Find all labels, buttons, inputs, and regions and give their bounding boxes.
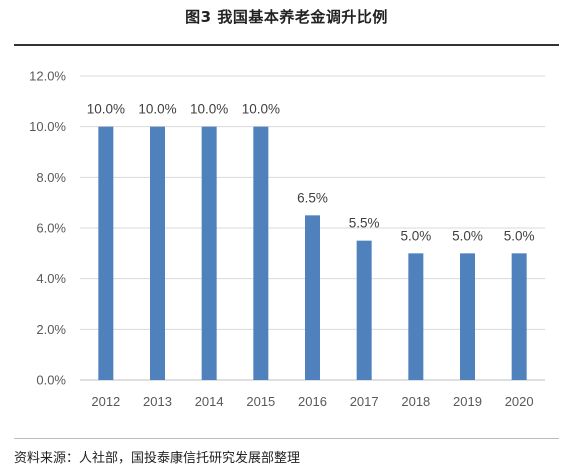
- bar-2013: [150, 126, 165, 381]
- data-label-2020: 5.0%: [504, 228, 535, 243]
- y-tick-label: 2.0%: [36, 322, 66, 337]
- x-tick-label-2018: 2018: [401, 394, 430, 409]
- bar-2014: [201, 126, 217, 381]
- x-tick-label-2016: 2016: [298, 394, 327, 409]
- x-tick-label-2017: 2017: [350, 394, 379, 409]
- y-tick-label: 8.0%: [36, 170, 66, 185]
- x-tick-label-2015: 2015: [246, 394, 275, 409]
- data-label-2017: 5.5%: [349, 216, 380, 231]
- source-divider: [14, 438, 559, 439]
- y-tick-label: 12.0%: [29, 69, 66, 84]
- data-labels: 10.0% 10.0% 10.0% 10.0% 6.5% 5.5% 5.0% 5.0% 5.0%: [87, 102, 535, 244]
- x-tick-label-2014: 2014: [195, 394, 224, 409]
- title-divider: [14, 44, 559, 46]
- bar-2015: [253, 126, 269, 381]
- data-label-2012: 10.0%: [87, 102, 125, 117]
- x-tick-label-2013: 2013: [143, 394, 172, 409]
- x-tick-label-2020: 2020: [505, 394, 534, 409]
- y-tick-label: 10.0%: [29, 119, 66, 134]
- y-tick-label: 6.0%: [36, 221, 66, 236]
- data-label-2019: 5.0%: [452, 228, 483, 243]
- bar-2020: [511, 253, 527, 380]
- data-label-2018: 5.0%: [400, 228, 431, 243]
- bar-2018: [408, 253, 424, 380]
- source-note: 资料来源：人社部，国投泰康信托研究发展部整理: [14, 451, 301, 466]
- data-label-2013: 10.0%: [138, 102, 176, 117]
- data-label-2015: 10.0%: [242, 102, 280, 117]
- x-axis-ticks: 2012 2013 2014 2015 2016 2017 2018 2019 2020: [91, 394, 533, 409]
- bar-2016: [305, 215, 320, 380]
- y-axis-ticks: 0.0% 2.0% 4.0% 6.0% 8.0% 10.0% 12.0%: [29, 69, 66, 388]
- y-tick-label: 4.0%: [36, 271, 66, 286]
- x-tick-label-2012: 2012: [91, 394, 120, 409]
- data-label-2014: 10.0%: [190, 102, 228, 117]
- chart-title: 图3 我国基本养老金调升比例: [185, 8, 388, 26]
- bars: [98, 126, 527, 381]
- bar-2017: [356, 240, 372, 380]
- data-label-2016: 6.5%: [297, 190, 328, 205]
- y-tick-label: 0.0%: [36, 373, 66, 388]
- bar-2012: [98, 126, 114, 381]
- bar-2019: [460, 253, 475, 380]
- x-tick-label-2019: 2019: [453, 394, 482, 409]
